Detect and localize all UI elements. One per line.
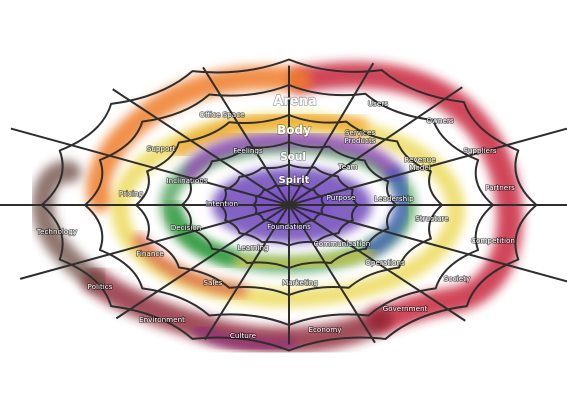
- web-ring: [252, 183, 326, 227]
- web-spoke: [112, 88, 290, 206]
- label-technology: Technology: [36, 227, 78, 236]
- label-intention: Intention: [206, 199, 238, 208]
- label-leadership: Leadership: [374, 194, 414, 203]
- web-ring: [180, 141, 398, 269]
- label-decision: Decision: [171, 223, 202, 232]
- web-spoke: [288, 204, 376, 344]
- label-learning: Learning: [237, 243, 268, 252]
- label-feelings: Feelings: [233, 146, 263, 155]
- label-services-products: Services Products: [344, 128, 375, 145]
- label-marketing: Marketing: [282, 278, 318, 287]
- label-communication: Communication: [314, 239, 371, 248]
- web-ring: [84, 84, 494, 326]
- label-competition: Competition: [471, 236, 515, 245]
- web-spoke: [115, 204, 290, 320]
- web-spoke: [288, 86, 463, 206]
- arena-title: Arena: [273, 94, 316, 109]
- spirit-title: Spirit: [279, 175, 310, 186]
- soul-band-blue: [362, 167, 410, 258]
- web-spoke: [288, 204, 466, 322]
- label-pricing: Pricing: [119, 189, 143, 198]
- web-ring: [135, 114, 443, 296]
- arena-band-red: [287, 61, 523, 333]
- label-purpose: Purpose: [327, 193, 356, 202]
- soul-title: Soul: [280, 151, 306, 163]
- web-spoke: [288, 62, 375, 206]
- label-office-space: Office Space: [199, 110, 245, 119]
- web-spoke: [288, 204, 567, 283]
- label-structure: Structure: [415, 214, 449, 223]
- label-inclinations: Inclinations: [166, 176, 207, 185]
- web-spoke: [202, 66, 290, 206]
- arena-band-brown: [31, 160, 106, 291]
- label-users: Users: [368, 99, 388, 108]
- label-services-products-line2: Products: [344, 136, 375, 145]
- label-sales: Sales: [203, 278, 222, 287]
- web-ring: [40, 58, 538, 352]
- arena-band-orange: [86, 65, 312, 212]
- label-revenue-model-line2: Model: [409, 163, 431, 172]
- layer-titles: Arena Body Soul Spirit: [273, 93, 318, 186]
- label-environment: Environment: [139, 315, 185, 324]
- web-lines: [0, 58, 567, 352]
- label-revenue-model: Revenue Model: [404, 155, 436, 172]
- label-operations: Operations: [365, 258, 405, 267]
- label-culture: Culture: [230, 331, 257, 340]
- body-title: Body: [277, 123, 311, 137]
- item-labels: Users Owners Suppliers Partners Competit…: [35, 98, 516, 341]
- label-team: Team: [338, 162, 358, 171]
- label-partners: Partners: [485, 183, 515, 192]
- web-ring: [219, 163, 359, 247]
- web-spoke: [288, 127, 567, 206]
- label-government: Government: [383, 304, 428, 313]
- label-economy: Economy: [308, 325, 342, 334]
- web-spoke: [204, 204, 290, 341]
- soul-band-green: [167, 202, 238, 266]
- label-services-products-line1: Services: [345, 128, 376, 137]
- label-finance: Finance: [136, 249, 164, 258]
- web-spoke: [10, 127, 290, 206]
- label-foundations: Foundations: [267, 222, 311, 231]
- label-support: Support: [147, 144, 176, 153]
- label-politics: Politics: [88, 282, 113, 291]
- label-suppliers: Suppliers: [463, 146, 497, 155]
- label-society: Society: [444, 274, 471, 283]
- label-owners: Owners: [426, 116, 453, 125]
- label-revenue-model-line1: Revenue: [404, 155, 436, 164]
